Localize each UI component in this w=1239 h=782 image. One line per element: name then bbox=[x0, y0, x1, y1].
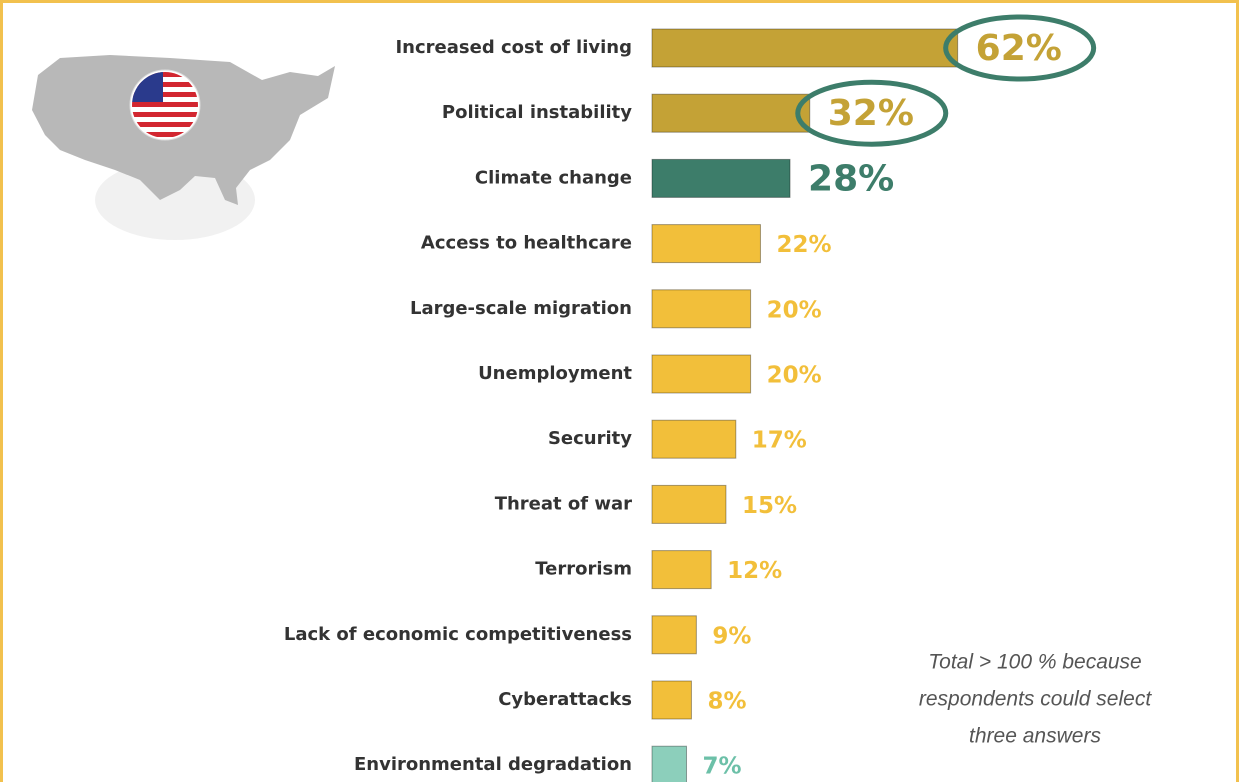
value-label: 28% bbox=[808, 158, 894, 199]
value-label: 32% bbox=[828, 93, 914, 134]
value-label: 22% bbox=[776, 232, 831, 258]
annotation: respondents could select bbox=[919, 688, 1152, 711]
category-label: Security bbox=[548, 428, 632, 449]
bar bbox=[651, 615, 697, 655]
value-label: 9% bbox=[712, 623, 751, 649]
value-label: 12% bbox=[727, 558, 782, 584]
map-icon bbox=[32, 55, 335, 240]
bar bbox=[651, 158, 791, 198]
highlight-circle bbox=[943, 14, 1097, 82]
category-label: Threat of war bbox=[495, 493, 632, 514]
value-label: 62% bbox=[976, 28, 1062, 69]
bar bbox=[651, 93, 811, 133]
bar bbox=[651, 289, 752, 329]
bar bbox=[651, 28, 959, 68]
annotation: three answers bbox=[969, 725, 1101, 748]
value-label: 15% bbox=[742, 493, 797, 519]
category-label: Lack of economic competitiveness bbox=[284, 624, 632, 645]
category-label: Climate change bbox=[475, 167, 632, 188]
bar bbox=[651, 550, 712, 590]
category-label: Access to healthcare bbox=[421, 233, 632, 254]
category-label: Increased cost of living bbox=[395, 37, 632, 58]
category-label: Terrorism bbox=[535, 559, 632, 580]
value-label: 20% bbox=[767, 297, 822, 323]
highlight-circle bbox=[795, 79, 949, 147]
bar bbox=[651, 745, 688, 782]
value-label: 20% bbox=[767, 363, 822, 389]
bar bbox=[651, 419, 737, 459]
bar bbox=[651, 354, 752, 394]
category-label: Unemployment bbox=[478, 363, 632, 384]
bar bbox=[651, 680, 692, 720]
bar bbox=[651, 224, 761, 264]
category-label: Environmental degradation bbox=[354, 754, 632, 775]
value-label: 8% bbox=[707, 689, 746, 715]
category-label: Large-scale migration bbox=[410, 298, 632, 319]
bar bbox=[651, 484, 727, 524]
annotation: Total > 100 % because bbox=[928, 651, 1141, 674]
value-label: 17% bbox=[752, 428, 807, 454]
category-label: Cyberattacks bbox=[498, 689, 632, 710]
value-label: 7% bbox=[703, 754, 742, 780]
category-label: Political instability bbox=[442, 102, 632, 123]
